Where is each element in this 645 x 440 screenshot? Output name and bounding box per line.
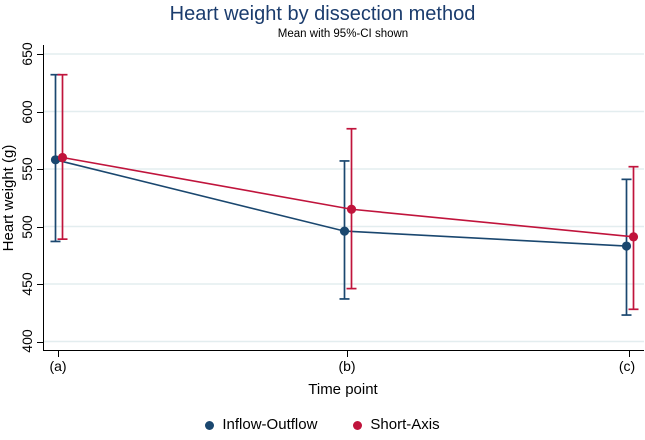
legend-marker-icon: [205, 420, 215, 430]
chart-canvas: [44, 53, 644, 343]
data-point: [339, 226, 350, 236]
x-axis-title: Time point: [308, 381, 378, 398]
y-tick: [37, 227, 43, 228]
y-tick-label: 400: [19, 329, 35, 353]
legend-label: Inflow-Outflow: [222, 416, 318, 433]
x-tick: [58, 351, 59, 357]
y-axis-title: Heart weight (g): [0, 144, 17, 252]
plot-area: [43, 45, 644, 351]
x-tick: [347, 351, 348, 357]
y-tick: [37, 284, 43, 285]
y-tick-label: 650: [19, 42, 35, 66]
legend: Inflow-Outflow Short-Axis: [0, 414, 645, 436]
y-tick-label: 450: [19, 272, 35, 296]
y-tick: [37, 112, 43, 113]
x-tick: [629, 351, 630, 357]
y-tick-label: 600: [19, 100, 35, 124]
legend-label: Short-Axis: [370, 416, 440, 433]
y-tick: [37, 169, 43, 170]
x-tick-label: (b): [338, 358, 356, 374]
x-tick-label: (c): [618, 358, 636, 374]
legend-item-short-axis: Short-Axis: [353, 416, 440, 434]
y-tick: [37, 342, 43, 343]
data-point: [57, 152, 68, 163]
legend-item-inflow-outflow: Inflow-Outflow: [205, 416, 317, 434]
y-tick-label: 550: [19, 157, 35, 181]
y-tick: [37, 54, 43, 55]
y-tick-label: 500: [19, 215, 35, 239]
data-point: [628, 232, 639, 242]
x-tick-label: (a): [49, 358, 67, 374]
data-point: [621, 241, 632, 251]
chart-subtitle: Mean with 95%-CI shown: [277, 28, 409, 40]
chart-title: Heart weight by dissection method: [169, 3, 476, 25]
data-point: [50, 155, 61, 165]
legend-marker-icon: [353, 420, 363, 430]
data-point: [346, 204, 357, 214]
